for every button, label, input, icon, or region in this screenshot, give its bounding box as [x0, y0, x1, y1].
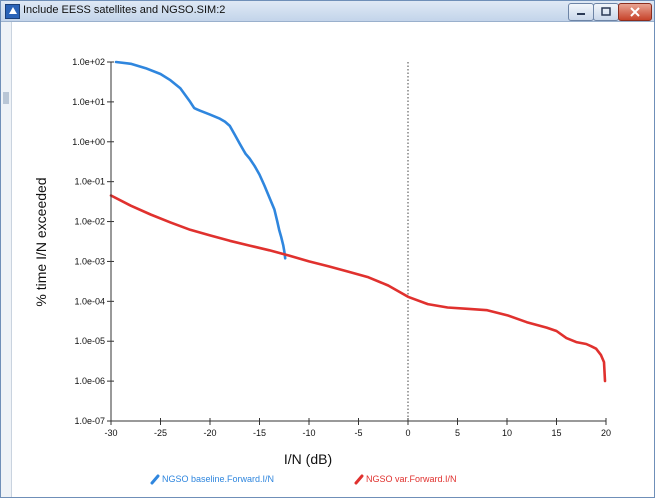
minimize-button[interactable] — [568, 3, 594, 21]
y-tick-label: 1.0e-01 — [74, 177, 105, 187]
x-tick-label: -25 — [154, 428, 167, 438]
y-tick-label: 1.0e+00 — [72, 137, 105, 147]
side-strip — [1, 22, 12, 497]
minimize-icon — [577, 13, 585, 15]
y-tick-label: 1.0e-07 — [74, 416, 105, 426]
maximize-icon — [601, 7, 611, 16]
window-title: Include EESS satellites and NGSO.SIM:2 — [23, 4, 226, 16]
x-tick-label: -15 — [253, 428, 266, 438]
series-line-baseline — [114, 60, 287, 260]
side-strip-handle — [3, 92, 9, 104]
close-icon — [630, 7, 640, 17]
y-axis-title: % time I/N exceeded — [33, 177, 49, 306]
x-tick-label: 20 — [601, 428, 611, 438]
x-tick-label: 15 — [551, 428, 561, 438]
y-tick-label: 1.0e-05 — [74, 336, 105, 346]
y-tick-label: 1.0e-03 — [74, 256, 105, 266]
y-tick-label: 1.0e+01 — [72, 97, 105, 107]
x-tick-label: -10 — [302, 428, 315, 438]
maximize-button[interactable] — [593, 3, 619, 21]
x-tick-label: 0 — [405, 428, 410, 438]
series-line-var — [109, 194, 607, 383]
y-tick-label: 1.0e-04 — [74, 296, 105, 306]
close-button[interactable] — [618, 3, 652, 21]
chart: 1.0e-07 1.0e-06 1.0e-05 1.0e-04 1.0e-03 1.0e-… — [33, 57, 611, 485]
legend-pen-icon — [354, 474, 364, 485]
legend-label: NGSO baseline.Forward.I/N — [162, 474, 274, 484]
legend-pen-icon — [150, 474, 160, 485]
y-tick-label: 1.0e-06 — [74, 376, 105, 386]
x-tick-label: -30 — [104, 428, 117, 438]
y-tick-label: 1.0e-02 — [74, 217, 105, 227]
y-tick-label: 1.0e+02 — [72, 57, 105, 67]
app-icon[interactable] — [5, 4, 20, 19]
legend-label: NGSO var.Forward.I/N — [366, 474, 457, 484]
x-tick-label: 10 — [502, 428, 512, 438]
x-tick-label: -20 — [203, 428, 216, 438]
x-tick-label: -5 — [354, 428, 362, 438]
x-tick-label: 5 — [455, 428, 460, 438]
x-axis-title: I/N (dB) — [284, 451, 332, 467]
title-bar[interactable]: Include EESS satellites and NGSO.SIM:2 — [1, 1, 654, 22]
